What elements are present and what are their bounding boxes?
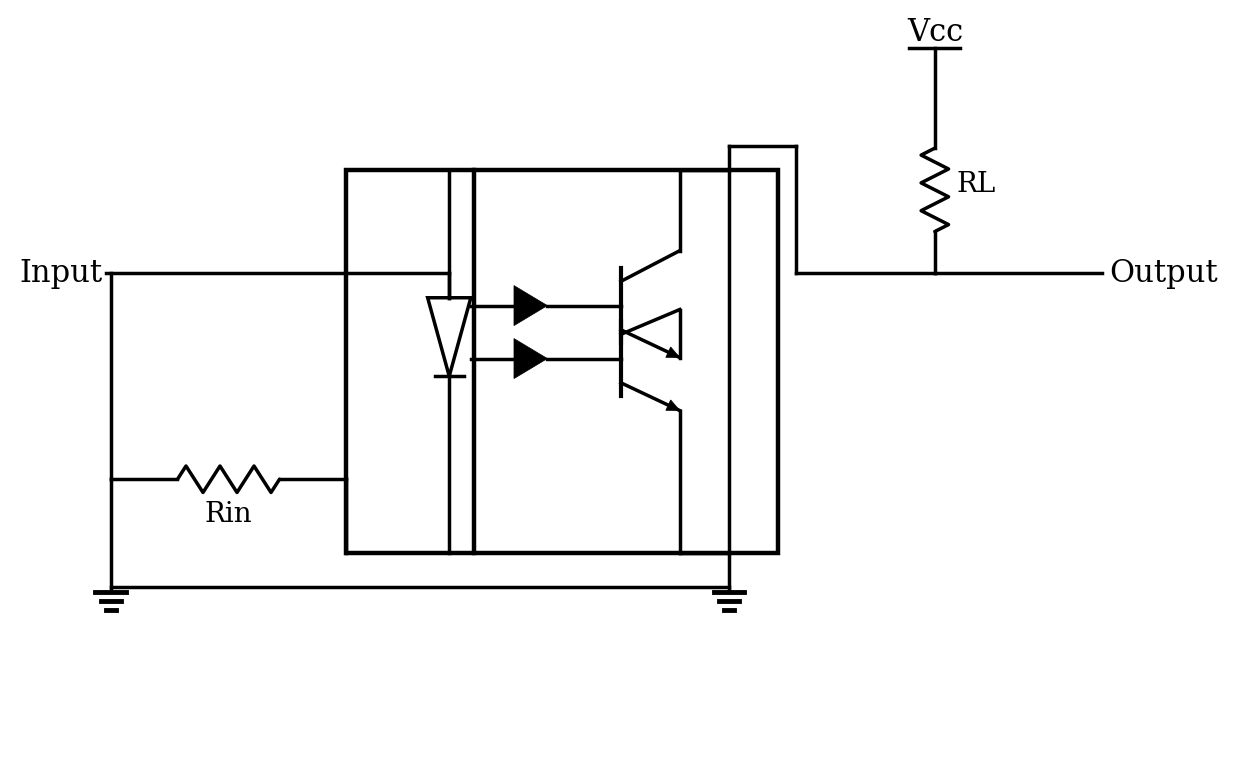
Polygon shape <box>666 347 680 358</box>
Polygon shape <box>515 286 547 326</box>
Text: Vcc: Vcc <box>906 16 963 47</box>
Text: Input: Input <box>20 258 103 289</box>
Text: Output: Output <box>1110 258 1218 289</box>
Bar <box>346 170 777 553</box>
Polygon shape <box>515 338 547 379</box>
Polygon shape <box>666 400 680 411</box>
Text: RL: RL <box>956 171 996 199</box>
Text: Rin: Rin <box>205 501 252 528</box>
